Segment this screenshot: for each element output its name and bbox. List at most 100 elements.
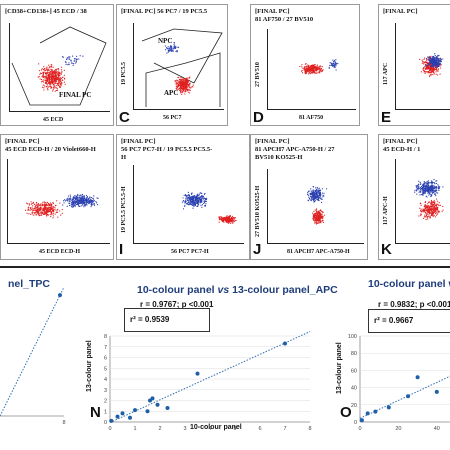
panel-letter: E: [381, 109, 392, 126]
data-point: [109, 418, 114, 423]
x-axis-label: 45 ECD ECD-H: [39, 249, 81, 255]
chart-title: nel_TPC: [8, 278, 51, 290]
y-tick-label: 0: [354, 420, 357, 426]
data-point: [415, 375, 420, 380]
panel-title: [FINAL PC] 45 ECD ECD-H / 20 Violet660-H: [5, 138, 96, 153]
data-point: [115, 414, 120, 419]
chart-title-vs: vs: [217, 284, 230, 296]
panel-title: [FINAL PC] 56 PC7 / 19 PC5.5: [121, 8, 208, 15]
flow-panel-k: [FINAL PC] 45 ECD-H / 1 117 APC-H K: [378, 134, 450, 260]
y-tick-label: 0: [104, 420, 107, 426]
flow-panel-d: [FINAL PC] 81 AF750 / 27 BV510 27 BV510 …: [250, 4, 360, 126]
flow-panel-c: [FINAL PC] 56 PC7 / 19 PC5.5 19 PC5.5 NP…: [116, 4, 228, 126]
gate-polygon: [141, 28, 223, 107]
data-point: [128, 415, 132, 420]
data-point: [195, 371, 200, 376]
trend-line: [109, 331, 311, 424]
trend-line: [0, 286, 65, 417]
dot-cloud-image: [164, 41, 194, 95]
x-tick-label: 20: [395, 426, 401, 432]
flow-panel-b: [CD38+CD138+] 45 ECD / 38 FINAL PC 45 EC…: [0, 4, 114, 126]
dot-cloud-image: [24, 193, 99, 219]
chart-title-left: 10-colour panel: [137, 284, 215, 296]
x-tick-label: 2: [158, 426, 161, 432]
panel-letter: K: [381, 241, 392, 258]
data-point: [283, 341, 287, 346]
y-tick-label: 4: [104, 377, 107, 383]
chart-title-right: 13-colour panel_APC: [232, 284, 338, 296]
section-divider: [0, 266, 450, 268]
x-tick-label: 8: [308, 426, 311, 432]
gate-polygon: [11, 26, 107, 106]
scatter-cloud: [8, 159, 110, 243]
y-tick-label: 20: [351, 403, 357, 409]
dot-cloud-image: [181, 191, 237, 225]
data-point: [58, 293, 62, 298]
panel-letter: C: [119, 109, 130, 126]
scatter-cloud: [396, 159, 450, 243]
scatter-cloud: [268, 29, 356, 109]
y-tick-label: 2: [104, 399, 107, 405]
y-tick-label: 40: [351, 386, 357, 392]
x-axis-label: 56 PC7 PC7-H: [171, 249, 209, 255]
flow-panel-h: [FINAL PC] 45 ECD ECD-H / 20 Violet660-H…: [0, 134, 114, 260]
panel-letter: D: [253, 109, 264, 126]
scatter-cloud: [134, 23, 224, 109]
trend-line: [359, 375, 450, 419]
data-point: [406, 394, 410, 399]
data-point: [165, 406, 170, 411]
y-tick-label: 60: [351, 368, 357, 374]
plot-area: [9, 23, 110, 112]
flow-panel-j: [FINAL PC] 81 APCH7 APC-A750-H / 27 BV51…: [250, 134, 368, 260]
y-tick-label: 8: [104, 334, 107, 340]
plot-area: [7, 159, 110, 244]
gate-label: FINAL PC: [59, 91, 92, 99]
data-point: [386, 405, 391, 410]
y-tick-label: 5: [104, 366, 107, 372]
panel-letter: J: [253, 241, 262, 258]
y-tick-label: 80: [351, 351, 357, 357]
dot-cloud-image: [414, 178, 444, 221]
x-tick-label: 5: [233, 426, 236, 432]
plot-area: [267, 169, 364, 244]
x-tick-label: 4: [208, 426, 211, 432]
dot-cloud-image: [419, 53, 444, 77]
y-tick-label: 7: [104, 345, 107, 351]
dot-cloud-image: [299, 59, 339, 75]
data-point: [120, 411, 125, 416]
chart-title: 10-colour panel vs 13-colour panel_APC: [137, 284, 338, 296]
scatter-cloud: [10, 23, 110, 111]
x-tick-label: 8: [62, 420, 65, 426]
data-point: [434, 389, 439, 394]
x-tick-label: 7: [283, 426, 286, 432]
plot-area: [133, 165, 244, 244]
r2-statistic: r² = 0.9539: [130, 315, 170, 324]
panel-title: [FINAL PC] 56 PC7 PC7-H / 19 PC5.5 PC5.5…: [121, 138, 213, 161]
r-statistic: r = 0.9832; p <0.001: [378, 300, 450, 309]
panel-title: [FINAL PC] 45 ECD-H / 1: [383, 138, 421, 153]
x-tick-label: 6: [258, 426, 261, 432]
x-tick-label: 3: [183, 426, 186, 432]
dot-cloud-image: [306, 186, 328, 225]
dot-cloud-image: [37, 55, 84, 92]
data-point: [155, 402, 160, 407]
x-tick-label: 0: [108, 426, 111, 432]
y-tick-label: 6: [104, 356, 107, 362]
x-tick-label: 1: [133, 426, 136, 432]
scatter-cloud: [268, 169, 364, 243]
plot-area: NPC APC: [133, 23, 224, 110]
data-point: [133, 408, 137, 413]
x-axis-label: 56 PC7: [163, 115, 182, 121]
chart-letter: O: [340, 404, 352, 421]
x-tick-label: 40: [434, 426, 440, 432]
data-point: [150, 396, 155, 401]
scatter-cloud: [396, 23, 450, 109]
r-statistic: r = 0.9767; p <0.001: [140, 300, 214, 309]
chart-letter: N: [90, 404, 101, 421]
data-point: [359, 418, 364, 423]
chart-title: 10-colour panel w: [368, 278, 450, 290]
x-axis-label: 81 AF750: [299, 115, 324, 121]
plot-area: [395, 159, 450, 244]
x-axis-label: 10-colour panel: [190, 424, 242, 431]
